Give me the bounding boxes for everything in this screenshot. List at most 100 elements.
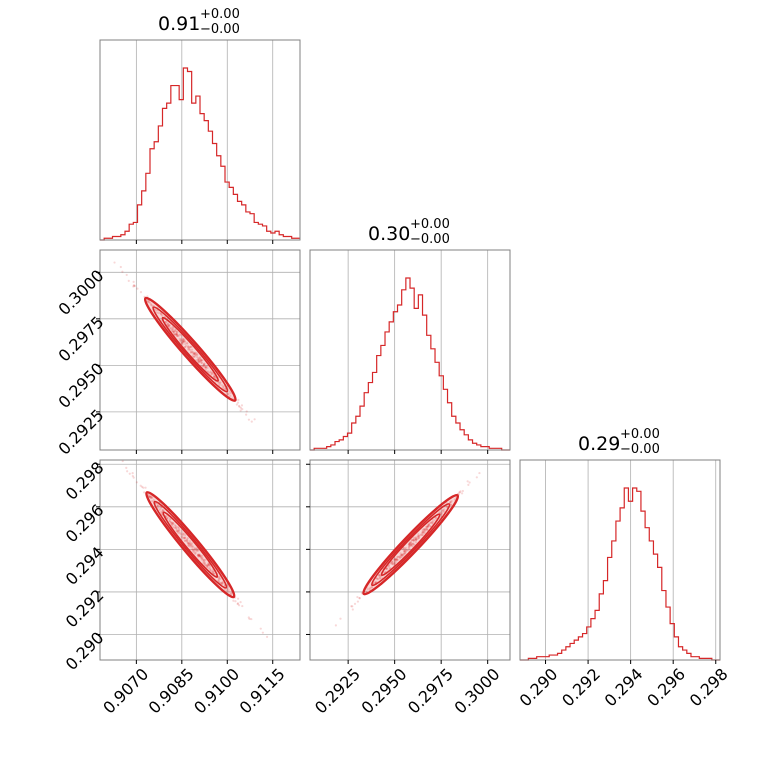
scatter-point [181, 340, 185, 343]
scatter-point [160, 313, 163, 316]
scatter-point [172, 522, 175, 525]
scatter-point [172, 330, 176, 333]
scatter-point [414, 540, 417, 544]
scatter-point [391, 563, 394, 566]
scatter-point [180, 339, 184, 342]
scatter-point [394, 557, 397, 560]
scatter-point [371, 586, 374, 589]
scatter-point [209, 569, 212, 572]
scatter-point [168, 323, 171, 327]
scatter-point [191, 352, 195, 355]
scatter-point [190, 544, 193, 547]
scatter-point [404, 552, 407, 555]
scatter-point [156, 506, 159, 509]
scatter-point [396, 555, 399, 559]
scatter-point [248, 617, 251, 620]
scatter-point [207, 562, 210, 565]
scatter-point [402, 553, 405, 556]
scatter-point [164, 321, 167, 324]
scatter-point [212, 374, 216, 377]
scatter-point [468, 481, 471, 484]
scatter-point [168, 324, 171, 327]
scatter-point [185, 341, 189, 344]
scatter-point [173, 524, 177, 527]
scatter-point [227, 590, 230, 593]
title-upper-error: +0.00 [410, 217, 450, 232]
scatter-point [198, 553, 201, 557]
scatter-point [159, 311, 162, 314]
scatter-point [135, 481, 138, 484]
scatter-point [425, 525, 428, 528]
scatter-point [178, 337, 181, 340]
scatter-point [191, 548, 195, 551]
scatter-point [165, 320, 168, 324]
scatter-point [237, 398, 240, 401]
scatter-point [204, 558, 207, 561]
scatter-point [181, 339, 185, 342]
scatter-point [395, 557, 399, 560]
scatter-point [182, 339, 185, 342]
panel-frame [99, 39, 301, 241]
scatter-point [417, 536, 420, 540]
scatter-point [259, 627, 262, 630]
scatter-point [201, 359, 204, 362]
scatter-point [408, 541, 411, 544]
scatter-point [405, 549, 408, 552]
scatter-point [186, 539, 189, 542]
scatter-point [203, 363, 206, 366]
scatter-point [401, 554, 404, 557]
panel-frame [309, 459, 511, 661]
scatter-point [176, 331, 179, 334]
scatter-point [193, 352, 196, 356]
scatter-point [198, 554, 201, 557]
scatter-point [184, 340, 187, 344]
scatter-point [446, 505, 449, 508]
scatter-point [195, 547, 198, 550]
scatter-point [403, 551, 406, 554]
scatter-point [204, 564, 208, 567]
scatter-point [211, 570, 214, 573]
scatter-point [167, 324, 171, 328]
scatter-point [183, 338, 186, 341]
density-contour [362, 493, 460, 596]
scatter-point [422, 527, 425, 531]
scatter-point [132, 280, 135, 283]
scatter-point [196, 554, 199, 557]
scatter-point [181, 342, 184, 345]
scatter-point [150, 496, 153, 500]
scatter-point [222, 387, 226, 390]
scatter-point [184, 346, 187, 349]
scatter-point [191, 542, 194, 545]
y-tick-label: 0.292 [62, 586, 108, 632]
scatter-point [173, 526, 176, 529]
scatter-point [195, 352, 198, 355]
scatter-point [202, 560, 205, 563]
scatter-point [155, 311, 158, 314]
scatter-point [220, 583, 223, 586]
title-lower-error: −0.00 [200, 22, 240, 37]
scatter-point [400, 554, 404, 557]
scatter-point [442, 509, 445, 512]
scatter-point [184, 342, 187, 346]
scatter-point [182, 341, 185, 344]
scatter-point [198, 554, 201, 557]
x-tick-label: 0.3000 [451, 664, 504, 717]
scatter-point [200, 361, 203, 364]
scatter-point [389, 562, 392, 565]
scatter-point [161, 509, 164, 512]
scatter-point [170, 330, 174, 333]
scatter-point [458, 491, 461, 494]
title-upper-error: +0.00 [200, 7, 240, 22]
scatter-point [191, 545, 194, 549]
scatter-point [374, 581, 377, 584]
scatter-point [205, 564, 209, 567]
scatter-point [125, 273, 128, 277]
scatter-point [196, 553, 200, 556]
x-tick-label: 0.9070 [99, 664, 152, 717]
scatter-point [203, 561, 206, 564]
scatter-point [250, 617, 253, 621]
scatter-point [247, 418, 251, 421]
scatter-point [156, 503, 159, 507]
scatter-point [192, 352, 196, 356]
histogram-series-1 [100, 67, 300, 241]
